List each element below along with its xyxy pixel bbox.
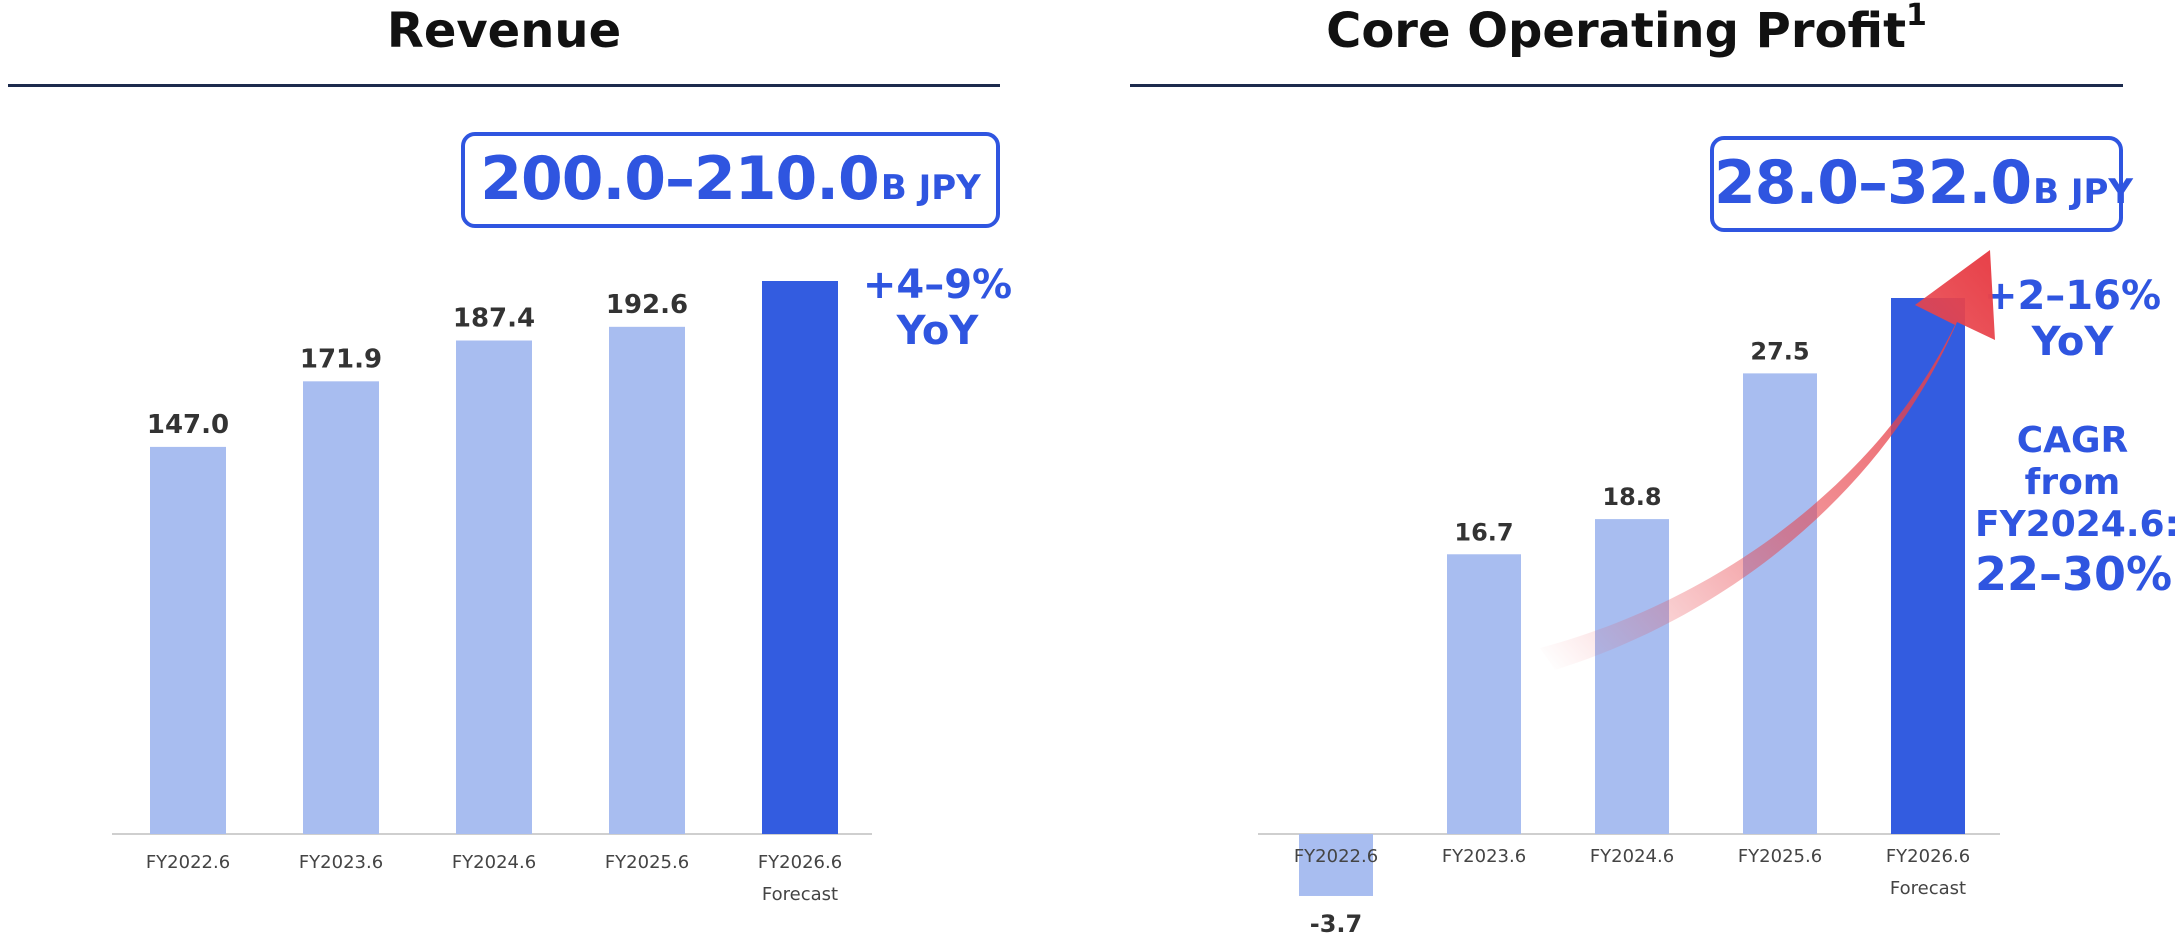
revenue-title: Revenue (8, 0, 1000, 60)
bar-value-label: 16.7 (1454, 518, 1513, 546)
x-tick-label: FY2026.6 (1886, 846, 1970, 867)
bar (1743, 373, 1817, 834)
revenue-yoy-pct: +4–9% (862, 262, 1013, 308)
bar-value-label: 27.5 (1750, 337, 1809, 365)
cagr-line-3: FY2024.6: (1975, 504, 2179, 545)
x-tick-label: FY2024.6 (1590, 846, 1674, 867)
x-tick-label: FY2023.6 (299, 852, 383, 873)
x-tick-sublabel: Forecast (1890, 878, 1966, 899)
core-op-profit-forecast-unit: B JPY (2033, 172, 2134, 212)
x-tick-sublabel: Forecast (762, 884, 838, 905)
bar-value-label: 147.0 (147, 410, 229, 440)
x-tick-label: FY2023.6 (1442, 846, 1526, 867)
revenue-forecast-box: 200.0–210.0B JPY (461, 132, 1000, 228)
growth-arrow (1540, 250, 1995, 670)
core-op-profit-forecast-range: 28.0–32.0 (1714, 148, 2032, 218)
footnote-marker: 1 (1906, 0, 1927, 33)
growth-arrow-shaft (1540, 250, 1995, 670)
bar-value-label: 18.8 (1602, 483, 1661, 511)
bar (1299, 834, 1373, 896)
bar (303, 381, 379, 834)
x-tick-label: FY2026.6 (758, 852, 842, 873)
revenue-forecast-range: 200.0–210.0 (480, 144, 880, 214)
revenue-title-rule (8, 84, 1000, 87)
bar-forecast (1891, 298, 1965, 834)
bar (1447, 554, 1521, 834)
core-op-profit-yoy-note: +2–16% YoY (1975, 273, 2170, 365)
bar (609, 326, 685, 834)
core-op-profit-yoy-suffix: YoY (2031, 319, 2114, 365)
x-tick-label: FY2022.6 (1294, 846, 1378, 867)
core-op-profit-title-text: Core Operating Profit (1326, 3, 1907, 59)
cagr-line-1: CAGR (2016, 420, 2129, 461)
bar (1595, 519, 1669, 834)
bar-value-label: 171.9 (300, 344, 382, 374)
bar (456, 340, 532, 834)
revenue-title-text: Revenue (386, 3, 622, 59)
core-op-profit-title-rule (1130, 84, 2123, 87)
x-tick-label: FY2025.6 (605, 852, 689, 873)
bar (150, 446, 226, 834)
revenue-yoy-suffix: YoY (896, 308, 979, 354)
cagr-note: CAGR from FY2024.6: 22–30% (1975, 420, 2179, 602)
bar-value-label: -3.7 (1310, 910, 1362, 938)
bar-value-label: 192.6 (606, 290, 688, 320)
bar-forecast (762, 281, 838, 834)
bar-value-label: 187.4 (453, 304, 535, 334)
cagr-line-2: from (2024, 462, 2121, 503)
revenue-yoy-note: +4–9% YoY (855, 262, 1020, 354)
core-op-profit-chart: -3.7 FY2022.6 16.7 FY2023.6 18.8 FY2024.6 27.5… (1258, 298, 2000, 938)
revenue-chart: 147.0 FY2022.6 171.9 FY2023.6 187.4 FY2024.6 1… (112, 281, 872, 905)
revenue-forecast-unit: B JPY (880, 168, 981, 208)
x-tick-label: FY2024.6 (452, 852, 536, 873)
cagr-value: 22–30% (1975, 547, 2173, 601)
core-op-profit-yoy-pct: +2–16% (1983, 273, 2162, 319)
x-tick-label: FY2022.6 (146, 852, 230, 873)
x-tick-label: FY2025.6 (1738, 846, 1822, 867)
core-op-profit-forecast-box: 28.0–32.0B JPY (1710, 136, 2133, 232)
core-op-profit-title: Core Operating Profit1 (1130, 0, 2123, 60)
